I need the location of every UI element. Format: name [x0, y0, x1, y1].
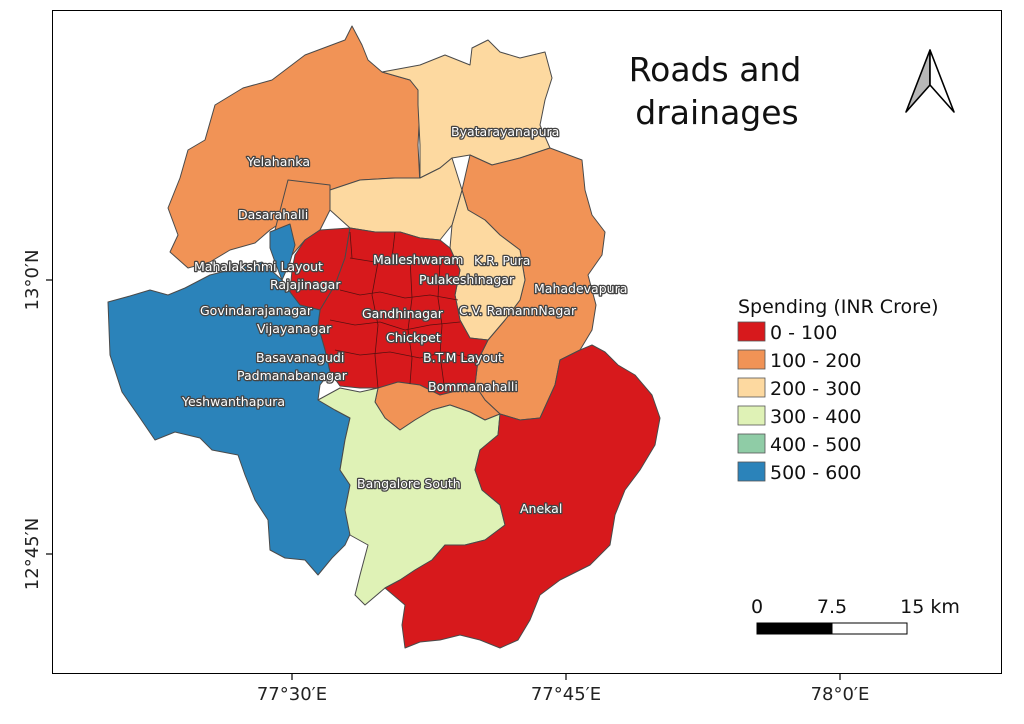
label-vijayanagar: Vijayanagar	[257, 321, 332, 336]
y-tick-label-1: 13°0′N	[22, 250, 43, 311]
map-title-line-2: drainages	[635, 93, 799, 132]
y-tick-label-2: 12°45′N	[22, 518, 43, 590]
label-gandhinagar: Gandhinagar	[362, 306, 444, 321]
label-btm-layout: B.T.M Layout	[423, 350, 503, 365]
legend-title: Spending (INR Crore)	[738, 296, 939, 318]
scale-segment-white	[831, 622, 908, 635]
label-malleshwaram: Malleshwaram	[373, 252, 463, 267]
label-govindarajanagar: Govindarajanagar	[200, 303, 313, 318]
scale-segment-black	[756, 622, 833, 635]
legend-swatch	[737, 321, 766, 342]
label-basavanagudi: Basavanagudi	[256, 350, 344, 365]
north-arrow-icon	[905, 49, 955, 113]
legend-label: 400 - 500	[770, 434, 861, 456]
scale-label-0: 0	[751, 596, 763, 618]
legend: Spending (INR Crore) 0 - 100 100 - 200 200…	[737, 296, 939, 484]
legend-label: 100 - 200	[770, 350, 861, 372]
label-mahalakshmi-layout: Mahalakshmi Layout	[194, 259, 323, 274]
districts-layer	[107, 25, 661, 649]
label-dasarahalli: Dasarahalli	[238, 207, 308, 222]
scale-label-end: 15 km	[900, 596, 960, 618]
legend-swatch	[737, 433, 766, 454]
x-tick-label-2: 77°45′E	[531, 684, 601, 705]
district-anekal[interactable]	[384, 344, 661, 649]
map-title-line-1: Roads and	[629, 50, 802, 89]
legend-swatch	[737, 405, 766, 426]
legend-label: 0 - 100	[770, 322, 837, 344]
legend-swatch	[737, 461, 766, 482]
x-tick-label-1: 77°30′E	[257, 684, 327, 705]
label-bangalore-south: Bangalore South	[357, 476, 461, 491]
legend-label: 200 - 300	[770, 378, 861, 400]
label-yelahanka: Yelahanka	[246, 154, 310, 169]
label-rajajinagar: Rajajinagar	[270, 277, 341, 292]
scale-label-mid: 7.5	[817, 596, 847, 618]
label-anekal: Anekal	[520, 501, 562, 516]
label-byatarayanapura: Byatarayanapura	[451, 124, 559, 139]
legend-items: 0 - 100 100 - 200 200 - 300 300 - 400 400 - …	[737, 321, 861, 484]
label-pulakeshinagar: Pulakeshinagar	[419, 272, 515, 287]
region-labels: Yelahanka Byatarayanapura Dasarahalli Ma…	[180, 123, 629, 518]
district-byatarayanapura[interactable]	[381, 39, 553, 179]
legend-swatch	[737, 349, 766, 370]
scale-bar: 0 7.5 15 km	[751, 596, 960, 635]
label-bommanahalli: Bommanahalli	[428, 379, 518, 394]
label-cv-ramannagar: C.V. RamannNagar	[459, 303, 577, 318]
legend-swatch	[737, 377, 766, 398]
label-mahadevapura: Mahadevapura	[534, 281, 627, 296]
label-kr-pura: K.R. Pura	[474, 253, 530, 268]
ward-boundaries	[329, 231, 479, 393]
legend-label: 500 - 600	[770, 462, 861, 484]
label-chickpet: Chickpet	[386, 330, 441, 345]
x-tick-label-3: 78°0′E	[811, 684, 870, 705]
label-yeshwanthapura: Yeshwanthapura	[181, 394, 285, 409]
label-padmanabanagar: Padmanabanagar	[237, 368, 348, 383]
axes	[46, 279, 841, 680]
district-mahalakshmi-layout[interactable]	[269, 223, 296, 281]
legend-label: 300 - 400	[770, 406, 861, 428]
